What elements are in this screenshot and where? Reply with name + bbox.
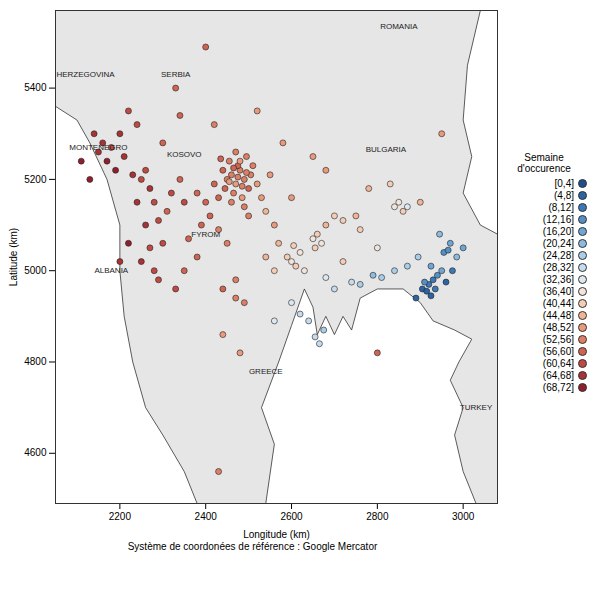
html-text:(52,56]: (52,56] bbox=[542, 334, 574, 345]
html-text:(12,16]: (12,16] bbox=[542, 214, 574, 225]
html-text:(60,64]: (60,64] bbox=[542, 358, 574, 369]
html-text:[0,4]: [0,4] bbox=[554, 178, 574, 189]
html-text:(4,8]: (4,8] bbox=[554, 190, 574, 201]
html-text:(24,28]: (24,28] bbox=[542, 250, 574, 261]
html-text:(48,52]: (48,52] bbox=[542, 322, 574, 333]
svg-text:ROMANIA: ROMANIA bbox=[380, 22, 418, 31]
html-text:(8,12]: (8,12] bbox=[548, 202, 574, 213]
html-text:(40,44]: (40,44] bbox=[542, 298, 574, 309]
svg-text:KOSOVO: KOSOVO bbox=[167, 150, 202, 159]
html-text:(16,20]: (16,20] bbox=[542, 226, 574, 237]
svg-text:Longitude (km): Longitude (km) bbox=[243, 529, 310, 540]
svg-text:2600: 2600 bbox=[280, 511, 303, 522]
html-text:(28,32]: (28,32] bbox=[542, 262, 574, 273]
svg-text:4600: 4600 bbox=[24, 447, 47, 458]
svg-text:4800: 4800 bbox=[24, 356, 47, 367]
svg-text:5000: 5000 bbox=[24, 265, 47, 276]
html-text:(36,40]: (36,40] bbox=[542, 286, 574, 297]
svg-text:TURKEY: TURKEY bbox=[460, 403, 493, 412]
svg-text:2800: 2800 bbox=[366, 511, 389, 522]
svg-text:MONTENEGRO: MONTENEGRO bbox=[69, 143, 127, 152]
svg-text:2200: 2200 bbox=[109, 511, 132, 522]
svg-text:SERBIA: SERBIA bbox=[161, 70, 191, 79]
svg-text:5400: 5400 bbox=[24, 82, 47, 93]
svg-text:GREECE: GREECE bbox=[249, 367, 283, 376]
html-text:(56,60]: (56,60] bbox=[542, 346, 574, 357]
svg-text:Latitude (km): Latitude (km) bbox=[8, 228, 19, 286]
html-text:(32,36]: (32,36] bbox=[542, 274, 574, 285]
svg-text:FYROM: FYROM bbox=[191, 230, 220, 239]
html-text:Système de coordonées de référ: Système de coordonées de référence : Goo… bbox=[127, 541, 378, 552]
html-text:(20,24]: (20,24] bbox=[542, 238, 574, 249]
svg-text:HERZEGOVINA: HERZEGOVINA bbox=[56, 70, 115, 79]
svg-text:5200: 5200 bbox=[24, 174, 47, 185]
html-text:Semaine d'occurence: Semaine d'occurence bbox=[517, 151, 571, 174]
html-text:(68,72]: (68,72] bbox=[542, 382, 574, 393]
svg-text:ALBANIA: ALBANIA bbox=[94, 266, 128, 275]
svg-text:3000: 3000 bbox=[452, 511, 475, 522]
html-text:(64,68]: (64,68] bbox=[542, 370, 574, 381]
html-text:(44,48]: (44,48] bbox=[542, 310, 574, 321]
svg-text:BULGARIA: BULGARIA bbox=[366, 145, 407, 154]
svg-text:2400: 2400 bbox=[195, 511, 218, 522]
